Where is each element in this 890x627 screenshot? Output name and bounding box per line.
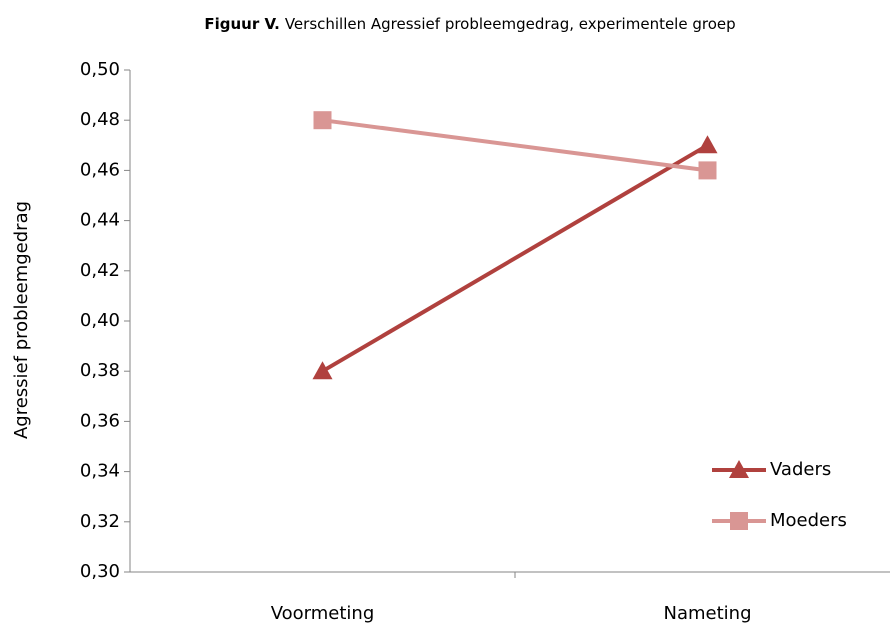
legend-label: Vaders xyxy=(770,459,831,480)
y-axis-label: Agressief probleemgedrag xyxy=(11,201,32,439)
series-line xyxy=(321,143,709,373)
legend-marker xyxy=(730,512,748,530)
legend-label: Moeders xyxy=(770,510,847,531)
y-tick-label: 0,38 xyxy=(80,360,120,381)
legend-marker xyxy=(729,460,749,478)
x-tick-label: Nameting xyxy=(664,603,752,624)
y-tick-label: 0,40 xyxy=(80,310,120,331)
point-marker xyxy=(698,161,717,180)
y-tick-label: 0,30 xyxy=(80,561,120,582)
chart-title: Figuur V. Verschillen Agressief probleemg… xyxy=(204,15,735,33)
point-marker xyxy=(313,111,332,130)
y-tick-label: 0,44 xyxy=(80,210,120,231)
y-tick-label: 0,42 xyxy=(80,260,120,281)
y-tick-label: 0,36 xyxy=(80,410,120,431)
point-marker xyxy=(312,361,333,380)
y-tick-label: 0,48 xyxy=(80,109,120,130)
y-tick-label: 0,32 xyxy=(80,511,120,532)
series-line xyxy=(322,118,708,173)
y-tick-label: 0,34 xyxy=(80,461,120,482)
title-text: Verschillen Agressief probleemgedrag, ex… xyxy=(285,15,736,33)
y-tick-label: 0,50 xyxy=(80,59,120,80)
y-tick-label: 0,46 xyxy=(80,159,120,180)
title-label: Figuur V. xyxy=(204,15,279,33)
point-marker xyxy=(697,135,718,154)
x-tick-label: Voormeting xyxy=(271,603,375,624)
